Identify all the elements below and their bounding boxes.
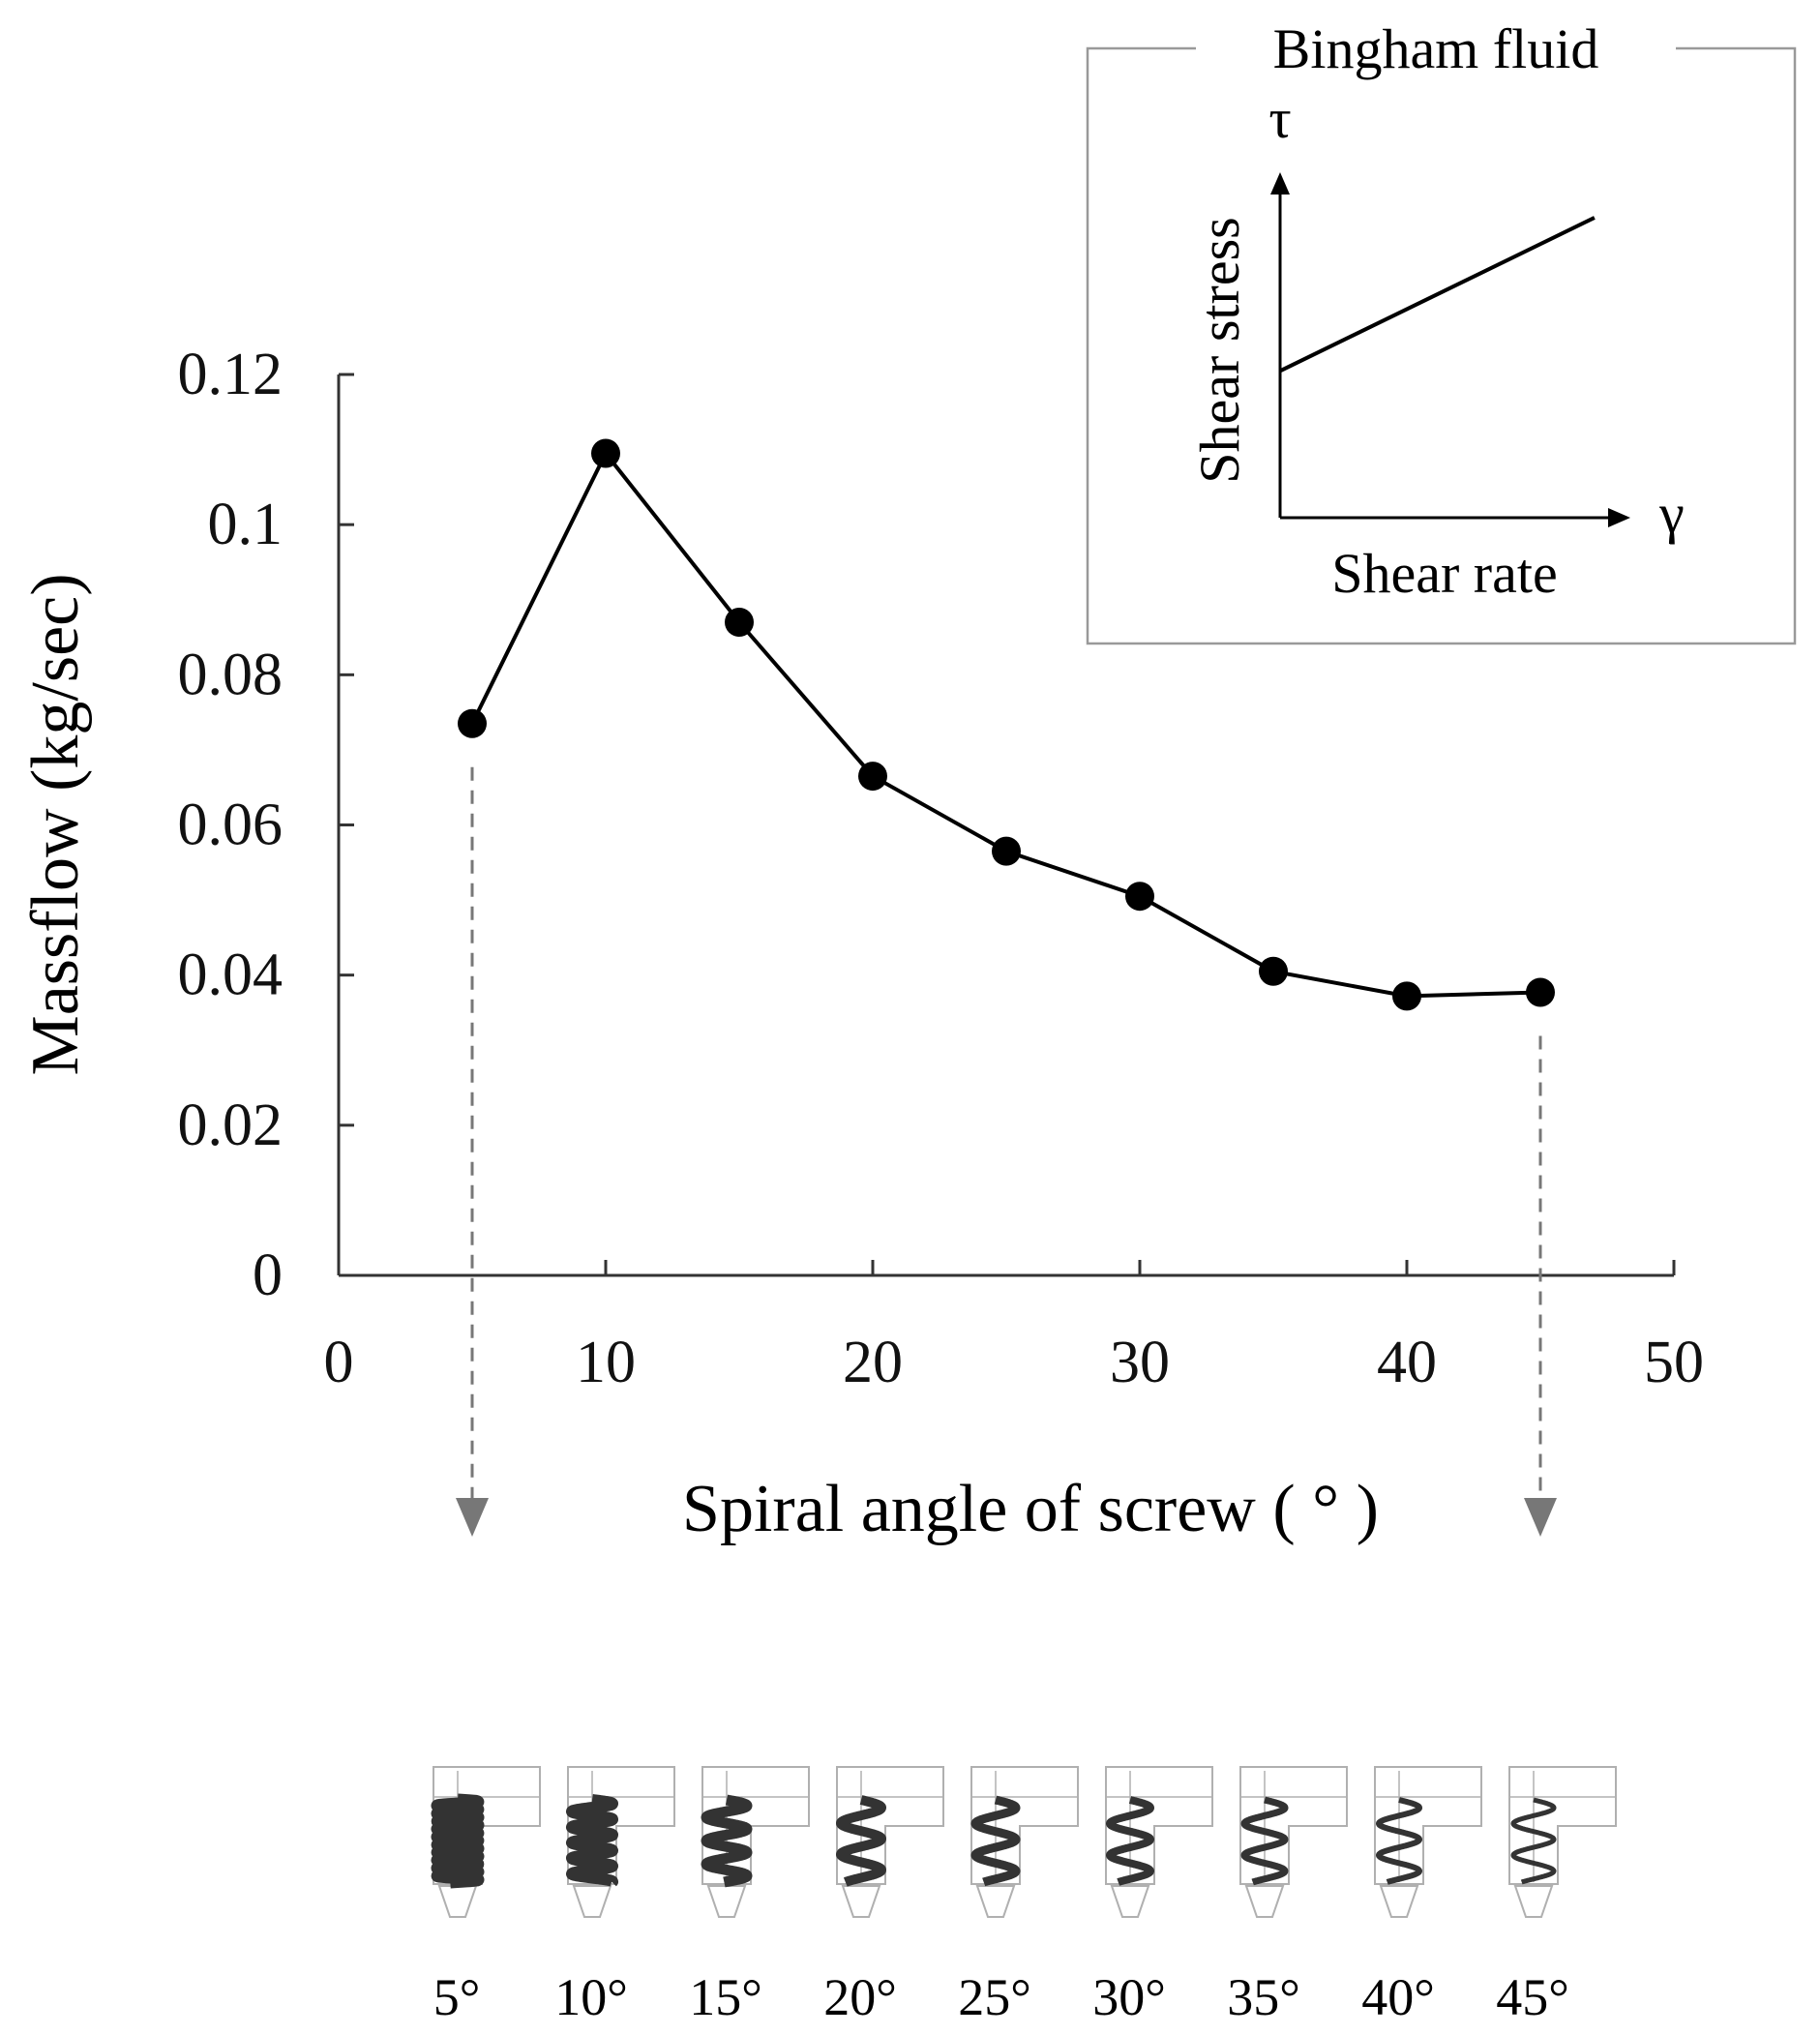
callout-arrowhead bbox=[1524, 1498, 1557, 1537]
x-tick-label: 20 bbox=[843, 1330, 903, 1395]
data-point bbox=[591, 438, 620, 468]
screw-angle-label: 10° bbox=[554, 1968, 628, 2026]
y-tick-label: 0.1 bbox=[208, 492, 283, 557]
bingham-fluid-inset: Bingham fluid τ γ Shear stress Shear rat… bbox=[1086, 17, 1797, 645]
screw-angle-label: 25° bbox=[958, 1968, 1031, 2026]
screw-nozzle bbox=[437, 1885, 478, 1918]
data-point bbox=[1125, 882, 1154, 912]
inset-y-arrowhead bbox=[1270, 172, 1290, 195]
gamma-symbol: γ bbox=[1658, 482, 1685, 545]
x-tick-label: 10 bbox=[576, 1330, 636, 1395]
screw-35-deg: 35° bbox=[1227, 1766, 1348, 2026]
screw-15-deg: 15° bbox=[689, 1766, 810, 2026]
y-tick-label: 0 bbox=[253, 1242, 283, 1308]
screw-45-deg: 45° bbox=[1496, 1766, 1617, 2026]
screw-nozzle bbox=[1513, 1885, 1554, 1918]
screw-nozzle bbox=[1379, 1885, 1419, 1918]
massflow-series-line bbox=[470, 449, 1541, 999]
screw-30-deg: 30° bbox=[1092, 1766, 1213, 2026]
callout-arrows bbox=[456, 766, 1557, 1537]
screw-angle-label: 5° bbox=[433, 1968, 481, 2026]
y-tick-label: 0.12 bbox=[178, 342, 283, 407]
screw-flight bbox=[1510, 1797, 1557, 1885]
data-point bbox=[458, 708, 487, 738]
x-tick-label: 0 bbox=[324, 1330, 354, 1395]
screw-flight bbox=[1240, 1796, 1289, 1886]
x-tick-label: 40 bbox=[1377, 1330, 1437, 1395]
screw-nozzle bbox=[572, 1885, 612, 1918]
screw-housing bbox=[970, 1766, 1079, 1885]
screw-25-deg: 25° bbox=[958, 1766, 1079, 2026]
y-axis-title: Massflow (kg/sec) bbox=[18, 573, 93, 1075]
screw-nozzle bbox=[841, 1885, 881, 1918]
screw-angle-label: 30° bbox=[1092, 1968, 1166, 2026]
screw-flight bbox=[970, 1795, 1021, 1887]
screw-angle-label: 15° bbox=[689, 1968, 762, 2026]
screw-flight bbox=[1376, 1797, 1422, 1885]
y-tick-label: 0.02 bbox=[178, 1092, 283, 1158]
inset-y-axis-label: Shear stress bbox=[1188, 217, 1251, 483]
screw-geometry-illustrations: 5° 10° 15° 20° 25° 30° 35° 40° 45° bbox=[431, 1766, 1617, 2026]
screw-angle-label: 45° bbox=[1496, 1968, 1569, 2026]
massflow-points bbox=[458, 438, 1555, 1011]
inset-title: Bingham fluid bbox=[1273, 17, 1599, 80]
data-point bbox=[992, 836, 1021, 866]
data-point bbox=[725, 608, 754, 638]
screw-flight bbox=[701, 1794, 753, 1888]
screw-flight bbox=[431, 1793, 485, 1889]
screw-housing bbox=[567, 1766, 675, 1885]
callout-arrowhead bbox=[456, 1498, 489, 1537]
inset-border bbox=[1086, 46, 1797, 645]
massflow-chart: 0 0.02 0.04 0.06 0.08 0.1 0.12 0 10 20 30 40 50 Mas… bbox=[18, 342, 1704, 1546]
screw-40-deg: 40° bbox=[1361, 1766, 1482, 2026]
screw-nozzle bbox=[975, 1885, 1016, 1918]
screw-5-deg: 5° bbox=[431, 1766, 541, 2026]
screw-flight bbox=[836, 1795, 886, 1887]
data-point bbox=[1526, 977, 1555, 1007]
screw-10-deg: 10° bbox=[554, 1766, 675, 2026]
screw-flight bbox=[1106, 1796, 1154, 1886]
screw-nozzle bbox=[1244, 1885, 1285, 1918]
screw-housing bbox=[836, 1766, 944, 1885]
screw-housing bbox=[1239, 1766, 1348, 1885]
y-tick-label: 0.04 bbox=[178, 943, 283, 1008]
screw-20-deg: 20° bbox=[823, 1766, 944, 2026]
y-tick-label: 0.08 bbox=[178, 642, 283, 707]
screw-angle-label: 40° bbox=[1361, 1968, 1435, 2026]
screw-angle-label: 35° bbox=[1227, 1968, 1300, 2026]
inset-x-axis-label: Shear rate bbox=[1331, 542, 1557, 605]
x-tick-label: 50 bbox=[1644, 1330, 1704, 1395]
screw-flight bbox=[566, 1794, 618, 1888]
screw-nozzle bbox=[706, 1885, 747, 1918]
tau-symbol: τ bbox=[1268, 87, 1291, 150]
screw-nozzle bbox=[1110, 1885, 1150, 1918]
x-ticks: 0 10 20 30 40 50 bbox=[324, 1260, 1704, 1395]
inset-x-arrowhead bbox=[1608, 508, 1630, 527]
screw-housing bbox=[1508, 1766, 1617, 1885]
y-ticks: 0 0.02 0.04 0.06 0.08 0.1 0.12 bbox=[178, 342, 354, 1308]
x-axis-title: Spiral angle of screw ( ° ) bbox=[682, 1472, 1379, 1546]
screw-housing bbox=[1374, 1766, 1482, 1885]
data-point bbox=[1259, 956, 1288, 986]
data-point bbox=[858, 762, 887, 792]
data-point bbox=[1392, 981, 1421, 1011]
x-tick-label: 30 bbox=[1110, 1330, 1170, 1395]
screw-housing bbox=[1105, 1766, 1213, 1885]
y-tick-label: 0.06 bbox=[178, 793, 283, 858]
screw-angle-label: 20° bbox=[823, 1968, 897, 2026]
bingham-curve bbox=[1279, 216, 1596, 374]
